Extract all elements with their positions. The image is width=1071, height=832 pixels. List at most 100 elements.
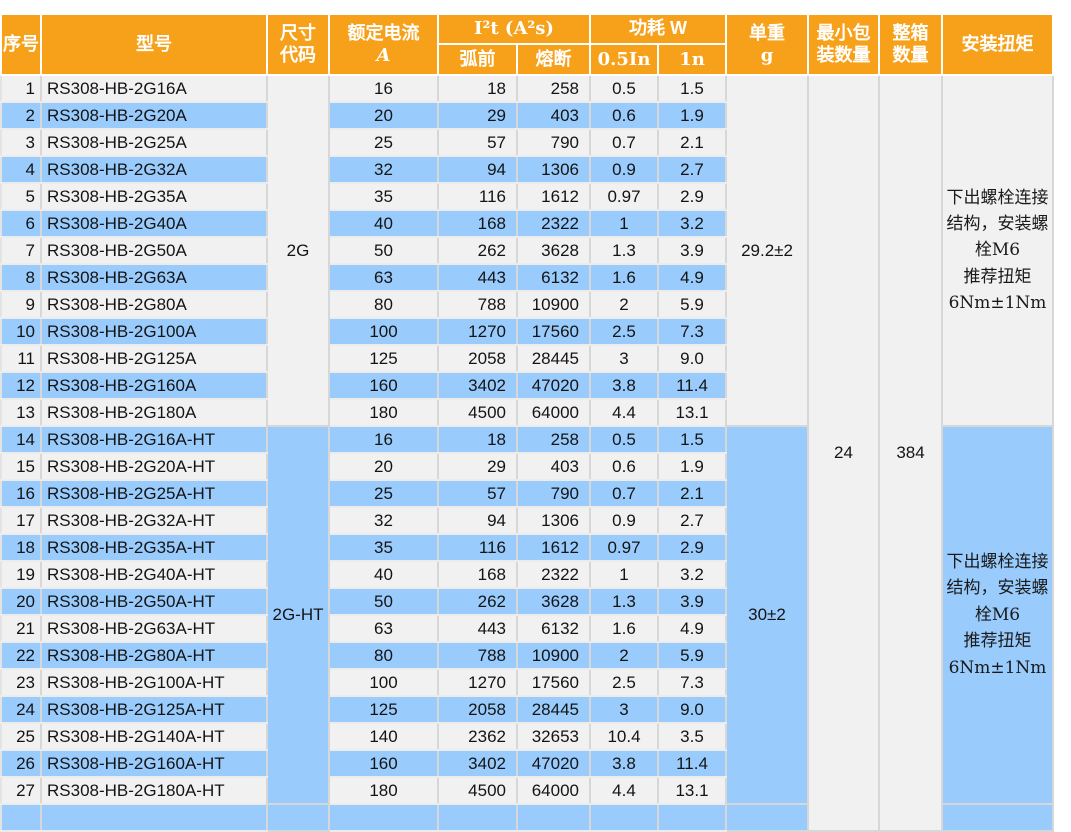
serial-cell: 10 bbox=[0, 318, 42, 346]
prearc-cell bbox=[438, 804, 518, 832]
power1-cell: 2.1 bbox=[658, 480, 727, 508]
melt-cell: 403 bbox=[517, 453, 591, 481]
power05-cell: 3.8 bbox=[590, 750, 659, 778]
col-header-melt: 熔断 bbox=[516, 43, 591, 76]
serial-cell: 17 bbox=[0, 507, 42, 535]
melt-cell: 3628 bbox=[517, 237, 591, 265]
prearc-cell: 2058 bbox=[438, 696, 518, 724]
model-cell: RS308-HB-2G50A-HT bbox=[41, 588, 268, 616]
table-row: 19 RS308-HB-2G40A-HT 40 168 2322 1 3.2 bbox=[0, 561, 1053, 589]
power05-cell: 1.6 bbox=[590, 615, 659, 643]
table-row: 3 RS308-HB-2G25A 25 57 790 0.7 2.1 bbox=[0, 129, 1053, 157]
model-cell: RS308-HB-2G50A bbox=[41, 237, 268, 265]
table-row: 22 RS308-HB-2G80A-HT 80 788 10900 2 5.9 bbox=[0, 642, 1053, 670]
rated-current-cell: 140 bbox=[329, 723, 439, 751]
rated-current-cell: 80 bbox=[329, 642, 439, 670]
power05-cell: 2 bbox=[590, 291, 659, 319]
rated-current-cell: 35 bbox=[329, 534, 439, 562]
serial-cell: 9 bbox=[0, 291, 42, 319]
min-pack-cell: 24 bbox=[808, 75, 880, 832]
table-row: 8 RS308-HB-2G63A 63 443 6132 1.6 4.9 bbox=[0, 264, 1053, 292]
table-row: 18 RS308-HB-2G35A-HT 35 116 1612 0.97 2.9 bbox=[0, 534, 1053, 562]
power1-cell: 13.1 bbox=[658, 777, 727, 805]
power05-cell: 0.6 bbox=[590, 453, 659, 481]
melt-cell: 6132 bbox=[517, 264, 591, 292]
prearc-cell: 168 bbox=[438, 210, 518, 238]
melt-cell: 32653 bbox=[517, 723, 591, 751]
serial-cell: 6 bbox=[0, 210, 42, 238]
table-row: 11 RS308-HB-2G125A 125 2058 28445 3 9.0 bbox=[0, 345, 1053, 373]
power1-cell: 1.5 bbox=[658, 75, 727, 103]
table-row: 12 RS308-HB-2G160A 160 3402 47020 3.8 11.4 bbox=[0, 372, 1053, 400]
rated-current-cell: 80 bbox=[329, 291, 439, 319]
rated-current-cell: 50 bbox=[329, 237, 439, 265]
power1-cell: 2.7 bbox=[658, 156, 727, 184]
serial-cell: 3 bbox=[0, 129, 42, 157]
model-cell: RS308-HB-2G20A-HT bbox=[41, 453, 268, 481]
melt-cell: 2322 bbox=[517, 561, 591, 589]
table-row: 27 RS308-HB-2G180A-HT 180 4500 64000 4.4 13.1 bbox=[0, 777, 1053, 805]
serial-cell: 16 bbox=[0, 480, 42, 508]
prearc-cell: 262 bbox=[438, 588, 518, 616]
page: { "table": { "header": { "serial": "序号",… bbox=[0, 13, 1054, 832]
unit-weight-cell bbox=[726, 804, 809, 832]
serial-cell: 7 bbox=[0, 237, 42, 265]
melt-cell: 10900 bbox=[517, 291, 591, 319]
serial-cell: 5 bbox=[0, 183, 42, 211]
prearc-cell: 3402 bbox=[438, 372, 518, 400]
power1-cell: 3.2 bbox=[658, 561, 727, 589]
melt-cell: 17560 bbox=[517, 669, 591, 697]
power1-cell: 3.9 bbox=[658, 237, 727, 265]
model-cell: RS308-HB-2G125A-HT bbox=[41, 696, 268, 724]
power05-cell: 2.5 bbox=[590, 318, 659, 346]
table-row: 14 RS308-HB-2G16A-HT 2G-HT 16 18 258 0.5 1.5 30±… bbox=[0, 426, 1054, 805]
model-cell: RS308-HB-2G160A-HT bbox=[41, 750, 268, 778]
melt-cell: 790 bbox=[517, 480, 591, 508]
power05-cell bbox=[590, 804, 659, 832]
power05-cell: 4.4 bbox=[590, 777, 659, 805]
col-header-box-qty: 整箱 数量 bbox=[878, 13, 943, 76]
power1-cell: 7.3 bbox=[658, 669, 727, 697]
unit-weight-cell: 30±2 bbox=[726, 426, 809, 805]
melt-cell: 1612 bbox=[517, 534, 591, 562]
table-row: 6 RS308-HB-2G40A 40 168 2322 1 3.2 bbox=[0, 210, 1053, 238]
prearc-cell: 18 bbox=[438, 75, 518, 103]
prearc-cell: 1270 bbox=[438, 669, 518, 697]
serial-cell: 4 bbox=[0, 156, 42, 184]
power05-cell: 0.6 bbox=[590, 102, 659, 130]
serial-cell: 12 bbox=[0, 372, 42, 400]
size-code-cell: 2G bbox=[267, 75, 330, 427]
rated-current-cell: 20 bbox=[329, 102, 439, 130]
melt-cell: 64000 bbox=[517, 399, 591, 427]
col-header-power-05: 0.5In bbox=[589, 43, 659, 76]
model-cell: RS308-HB-2G25A-HT bbox=[41, 480, 268, 508]
rated-current-cell: 40 bbox=[329, 561, 439, 589]
melt-cell: 790 bbox=[517, 129, 591, 157]
torque-cell: 下出螺栓连接 结构，安装螺 栓M6 推荐扭矩 6Nm±1Nm bbox=[942, 426, 1054, 805]
rated-current-cell: 40 bbox=[329, 210, 439, 238]
power05-cell: 0.7 bbox=[590, 480, 659, 508]
serial-cell: 15 bbox=[0, 453, 42, 481]
rated-current-cell: 35 bbox=[329, 183, 439, 211]
power1-cell: 9.0 bbox=[658, 345, 727, 373]
col-header-serial: 序号 bbox=[0, 13, 42, 76]
col-header-min-pack: 最小包 装数量 bbox=[807, 13, 880, 76]
power1-cell: 1.9 bbox=[658, 102, 727, 130]
torque-cell bbox=[942, 804, 1054, 832]
serial-cell: 2 bbox=[0, 102, 42, 130]
rated-current-cell: 125 bbox=[329, 345, 439, 373]
col-header-prearc: 弧前 bbox=[437, 43, 518, 76]
model-cell: RS308-HB-2G35A-HT bbox=[41, 534, 268, 562]
serial-cell: 26 bbox=[0, 750, 42, 778]
power05-cell: 0.9 bbox=[590, 156, 659, 184]
serial-cell: 24 bbox=[0, 696, 42, 724]
fuse-spec-table: 序号 型号 尺寸 代码 额定电流 A I²t (A²s) 功耗 W 单重 g 最… bbox=[0, 13, 1054, 832]
power1-cell: 2.9 bbox=[658, 534, 727, 562]
power1-cell: 3.2 bbox=[658, 210, 727, 238]
melt-cell: 258 bbox=[517, 75, 591, 103]
torque-cell: 下出螺栓连接 结构，安装螺 栓M6 推荐扭矩 6Nm±1Nm bbox=[942, 75, 1054, 427]
power05-cell: 0.97 bbox=[590, 534, 659, 562]
torque-line: 下出螺栓连接 bbox=[946, 552, 1049, 573]
table-row: 26 RS308-HB-2G160A-HT 160 3402 47020 3.8 11.4 bbox=[0, 750, 1053, 778]
table-row: 4 RS308-HB-2G32A 32 94 1306 0.9 2.7 bbox=[0, 156, 1053, 184]
